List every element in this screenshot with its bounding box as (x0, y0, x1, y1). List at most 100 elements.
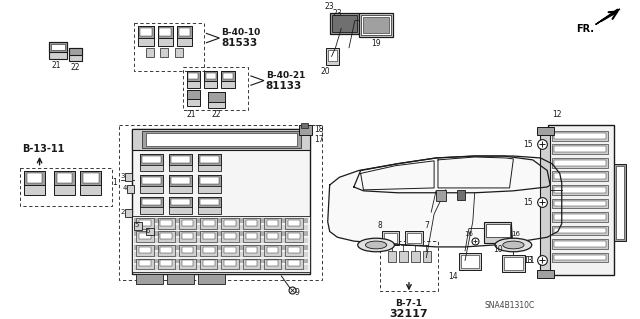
Bar (20, 167, 112, 206)
Bar (330, 13, 358, 34)
Bar (136, 258, 154, 269)
Bar (140, 197, 163, 214)
Bar (127, 185, 134, 193)
Bar (208, 92, 225, 108)
Bar (142, 198, 161, 205)
Bar (554, 133, 606, 139)
Bar (134, 238, 308, 243)
Text: 7: 7 (424, 220, 429, 229)
Bar (285, 218, 303, 228)
Bar (288, 260, 300, 266)
Bar (198, 197, 221, 214)
Bar (246, 234, 257, 239)
Text: B-40-21: B-40-21 (266, 71, 305, 80)
Bar (224, 234, 236, 239)
Bar (49, 42, 67, 59)
Text: 10: 10 (493, 245, 503, 254)
Bar (552, 131, 608, 141)
Bar (177, 26, 193, 46)
Bar (186, 71, 200, 88)
Bar (200, 232, 218, 242)
Bar (504, 256, 523, 270)
Bar (140, 175, 163, 193)
Bar (208, 92, 225, 102)
Bar (358, 13, 392, 37)
Bar (134, 232, 308, 236)
Bar (224, 260, 236, 266)
Bar (554, 214, 606, 220)
Bar (224, 220, 236, 226)
Bar (140, 154, 163, 172)
Bar (139, 247, 151, 253)
Bar (200, 218, 218, 228)
Bar (502, 255, 525, 272)
Bar (552, 185, 608, 195)
Bar (264, 232, 282, 242)
Bar (169, 175, 193, 193)
Text: 14: 14 (449, 272, 458, 281)
Bar (243, 232, 260, 242)
Bar (436, 190, 445, 202)
Bar (83, 174, 99, 183)
Ellipse shape (358, 238, 394, 252)
Bar (132, 129, 310, 274)
Bar (554, 255, 606, 260)
Bar (134, 258, 308, 263)
Bar (288, 234, 300, 239)
Text: 11: 11 (525, 256, 534, 265)
Bar (554, 160, 606, 166)
Bar (382, 232, 399, 245)
Text: 32117: 32117 (390, 309, 428, 319)
Bar (146, 48, 154, 57)
Bar (51, 44, 65, 50)
Bar (264, 218, 282, 228)
Bar (388, 251, 396, 263)
Bar (146, 227, 154, 235)
Bar (243, 245, 260, 256)
Bar (179, 258, 196, 269)
Bar (221, 71, 235, 81)
Bar (136, 245, 154, 256)
Text: 3: 3 (120, 174, 125, 179)
Bar (552, 172, 608, 181)
Bar (139, 220, 151, 226)
Text: 2: 2 (120, 209, 125, 215)
Bar (486, 224, 509, 237)
Text: 16: 16 (464, 231, 473, 237)
Bar (24, 172, 45, 185)
Bar (554, 187, 606, 193)
Bar (221, 245, 239, 256)
Bar (332, 15, 356, 32)
Bar (326, 48, 339, 65)
Bar (142, 156, 161, 163)
Bar (189, 73, 198, 79)
Bar (243, 218, 260, 228)
Text: 22: 22 (212, 110, 221, 119)
Bar (405, 232, 422, 245)
Bar (200, 245, 218, 256)
Bar (136, 218, 154, 228)
Bar (204, 71, 218, 88)
Bar (27, 174, 42, 183)
Bar (171, 156, 191, 163)
Text: B-7-1: B-7-1 (396, 299, 422, 308)
Bar (138, 26, 154, 46)
Text: 21: 21 (51, 61, 61, 70)
Bar (157, 232, 175, 242)
Text: 23: 23 (325, 2, 335, 11)
Bar (554, 227, 606, 234)
Bar (246, 260, 257, 266)
Bar (177, 26, 193, 38)
Bar (362, 17, 388, 33)
Bar (461, 255, 479, 268)
Bar (161, 234, 172, 239)
Bar (125, 209, 132, 217)
Text: 20: 20 (320, 67, 330, 76)
Text: SNA4B1310C: SNA4B1310C (484, 301, 534, 310)
Text: 19: 19 (371, 39, 381, 48)
Bar (169, 175, 193, 186)
Bar (554, 146, 606, 152)
Ellipse shape (503, 241, 524, 249)
Bar (328, 50, 337, 61)
Bar (552, 239, 608, 249)
